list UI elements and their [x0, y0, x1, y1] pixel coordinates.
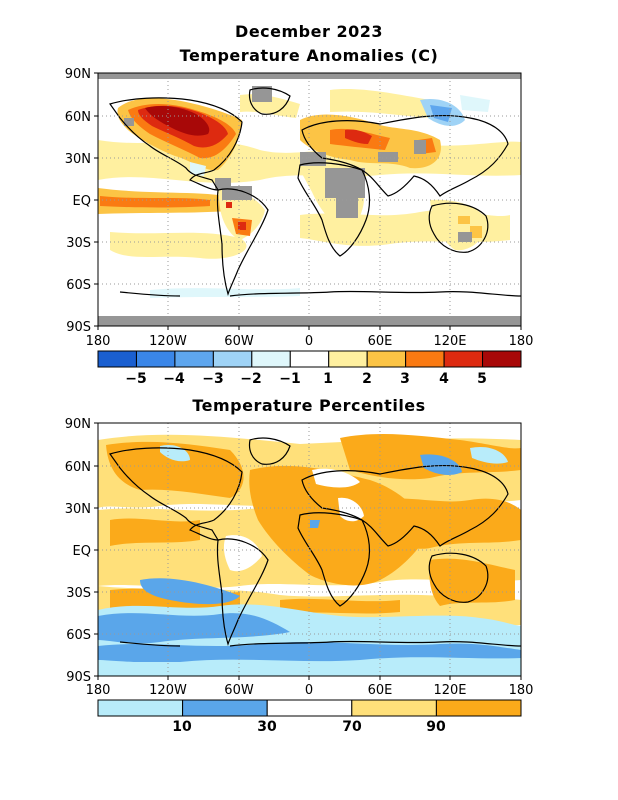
lat-label: 90S [66, 670, 91, 685]
lon-label: 180 [509, 683, 534, 698]
lat-label: 30S [66, 586, 91, 601]
percentile-map: 90N 60N 30N EQ 30S 60S 90S 180 120W 60W … [65, 417, 534, 698]
colorbar-label: −5 [125, 371, 146, 387]
lon-label: 120W [149, 683, 187, 698]
lon-label: 60E [368, 683, 393, 698]
percentile-colorbar-swatch [97, 699, 184, 717]
lon-label: 180 [509, 334, 534, 349]
anomaly-colorbar-swatch [482, 350, 522, 368]
coastlines-map2 [109, 437, 521, 647]
anomaly-colorbar-labels: −5 −4 −3 −2 −1 1 2 3 4 5 [125, 371, 487, 387]
percentile-colorbar-swatch [351, 699, 437, 717]
colorbar-label: 90 [426, 719, 446, 735]
anomaly-colorbar-swatch [97, 350, 137, 368]
lon-label: 180 [86, 334, 111, 349]
coastlines-map1 [109, 87, 521, 297]
missing-band-north [98, 73, 521, 79]
lon-label: 60W [224, 334, 254, 349]
lat-label: 90N [65, 67, 91, 82]
lat-label: 90S [66, 320, 91, 335]
lon-label: 120E [433, 683, 466, 698]
lat-label: 60N [65, 460, 91, 475]
colorbar-label: 10 [172, 719, 192, 735]
anomaly-colorbar-swatch [405, 350, 445, 368]
colorbar-label: −2 [240, 371, 261, 387]
lon-labels-map2: 180 120W 60W 0 60E 120E 180 [86, 683, 534, 698]
colorbar-label: 3 [400, 371, 410, 387]
colorbar-label: 2 [362, 371, 372, 387]
anomaly-colorbar-swatch [366, 350, 407, 368]
lat-label: 90N [65, 417, 91, 432]
lat-label: EQ [73, 194, 91, 209]
percentile-colorbar-swatch [266, 699, 353, 717]
lon-labels-map1: 180 120W 60W 0 60E 120E 180 [86, 334, 534, 349]
percentile-colorbar-labels: 10 30 70 90 [172, 719, 446, 735]
lon-label: 120W [149, 334, 187, 349]
lat-labels-map2: 90N 60N 30N EQ 30S 60S 90S [65, 417, 91, 685]
anomaly-colorbar-swatch [328, 350, 368, 368]
percentile-colorbar [97, 699, 522, 717]
percentile-map-title: Temperature Percentiles [192, 396, 426, 415]
colorbar-label: −3 [202, 371, 223, 387]
lat-label: 30N [65, 502, 91, 517]
anomaly-colorbar-swatch [289, 350, 330, 368]
lat-labels-map1: 90N 60N 30N EQ 30S 60S 90S [65, 67, 91, 335]
lon-label: 60W [224, 683, 254, 698]
gridlines-map1 [98, 73, 521, 326]
lat-label: 60N [65, 110, 91, 125]
lon-label: 0 [305, 334, 313, 349]
anomaly-colorbar-swatch [174, 350, 214, 368]
gridlines-map2 [98, 423, 521, 676]
anomaly-map: 90N 60N 30N EQ 30S 60S 90S 180 120W 60W … [65, 67, 534, 349]
anomaly-colorbar-swatch [212, 350, 253, 368]
lon-label: 0 [305, 683, 313, 698]
lat-label: 60S [66, 278, 91, 293]
lat-label: 60S [66, 628, 91, 643]
lon-label: 60E [368, 334, 393, 349]
lat-label: 30S [66, 236, 91, 251]
percentile-colorbar-swatch [435, 699, 522, 717]
colorbar-label: 1 [323, 371, 333, 387]
colorbar-label: 5 [477, 371, 487, 387]
anomaly-colorbar-swatch [443, 350, 484, 368]
colorbar-label: 70 [342, 719, 362, 735]
colorbar-label: −1 [279, 371, 300, 387]
colorbar-label: 30 [257, 719, 277, 735]
colorbar-label: −4 [163, 371, 185, 387]
anomaly-map-title: Temperature Anomalies (C) [179, 46, 439, 65]
lon-label: 180 [86, 683, 111, 698]
lat-label: 30N [65, 152, 91, 167]
anomaly-colorbar-swatch [135, 350, 176, 368]
colorbar-label: 4 [439, 371, 449, 387]
lon-label: 120E [433, 334, 466, 349]
anomaly-colorbar-swatch [251, 350, 291, 368]
anomaly-colorbar [97, 350, 522, 368]
percentile-colorbar-swatch [182, 699, 268, 717]
figure-title: December 2023 [235, 22, 383, 41]
lat-label: EQ [73, 544, 91, 559]
